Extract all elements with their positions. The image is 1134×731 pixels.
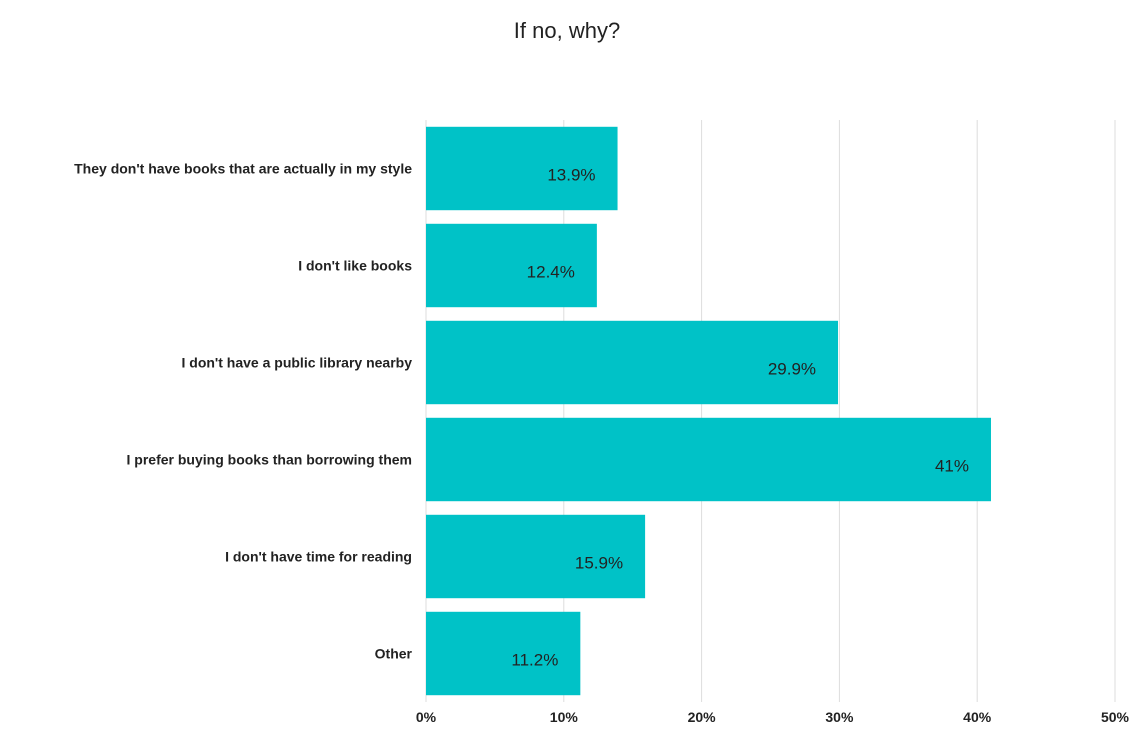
x-tick-label: 0% — [416, 709, 437, 725]
bar — [426, 417, 991, 502]
data-label: 41% — [935, 457, 969, 476]
bar — [426, 611, 581, 696]
x-axis-ticks: 0% 10% 20% 30% 40% 50% — [416, 709, 1130, 725]
grid-lines — [425, 120, 1116, 702]
bar — [426, 126, 618, 211]
bar — [426, 320, 839, 405]
category-label: I don't have a public library nearby — [181, 355, 412, 371]
data-label: 13.9% — [547, 166, 595, 185]
bar — [426, 514, 646, 599]
category-label: Other — [375, 646, 413, 662]
category-labels: They don't have books that are actually … — [74, 161, 412, 662]
data-label: 15.9% — [575, 554, 623, 573]
chart-title: If no, why? — [514, 18, 620, 43]
category-label: I don't like books — [298, 258, 412, 274]
x-tick-label: 30% — [825, 709, 854, 725]
bars — [426, 126, 991, 696]
x-tick-label: 20% — [688, 709, 717, 725]
category-label: I prefer buying books than borrowing the… — [127, 452, 412, 468]
x-tick-label: 50% — [1101, 709, 1130, 725]
data-label: 11.2% — [511, 651, 558, 670]
bar — [426, 223, 597, 308]
data-label: 29.9% — [768, 360, 816, 379]
category-label: I don't have time for reading — [225, 549, 412, 565]
x-tick-label: 10% — [550, 709, 579, 725]
category-label: They don't have books that are actually … — [74, 161, 412, 177]
x-tick-label: 40% — [963, 709, 992, 725]
data-label: 12.4% — [527, 263, 575, 282]
data-labels: 13.9% 12.4% 29.9% 41% 15.9% 11.2% — [511, 166, 969, 670]
